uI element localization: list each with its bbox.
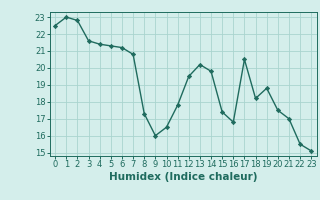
X-axis label: Humidex (Indice chaleur): Humidex (Indice chaleur): [109, 172, 258, 182]
